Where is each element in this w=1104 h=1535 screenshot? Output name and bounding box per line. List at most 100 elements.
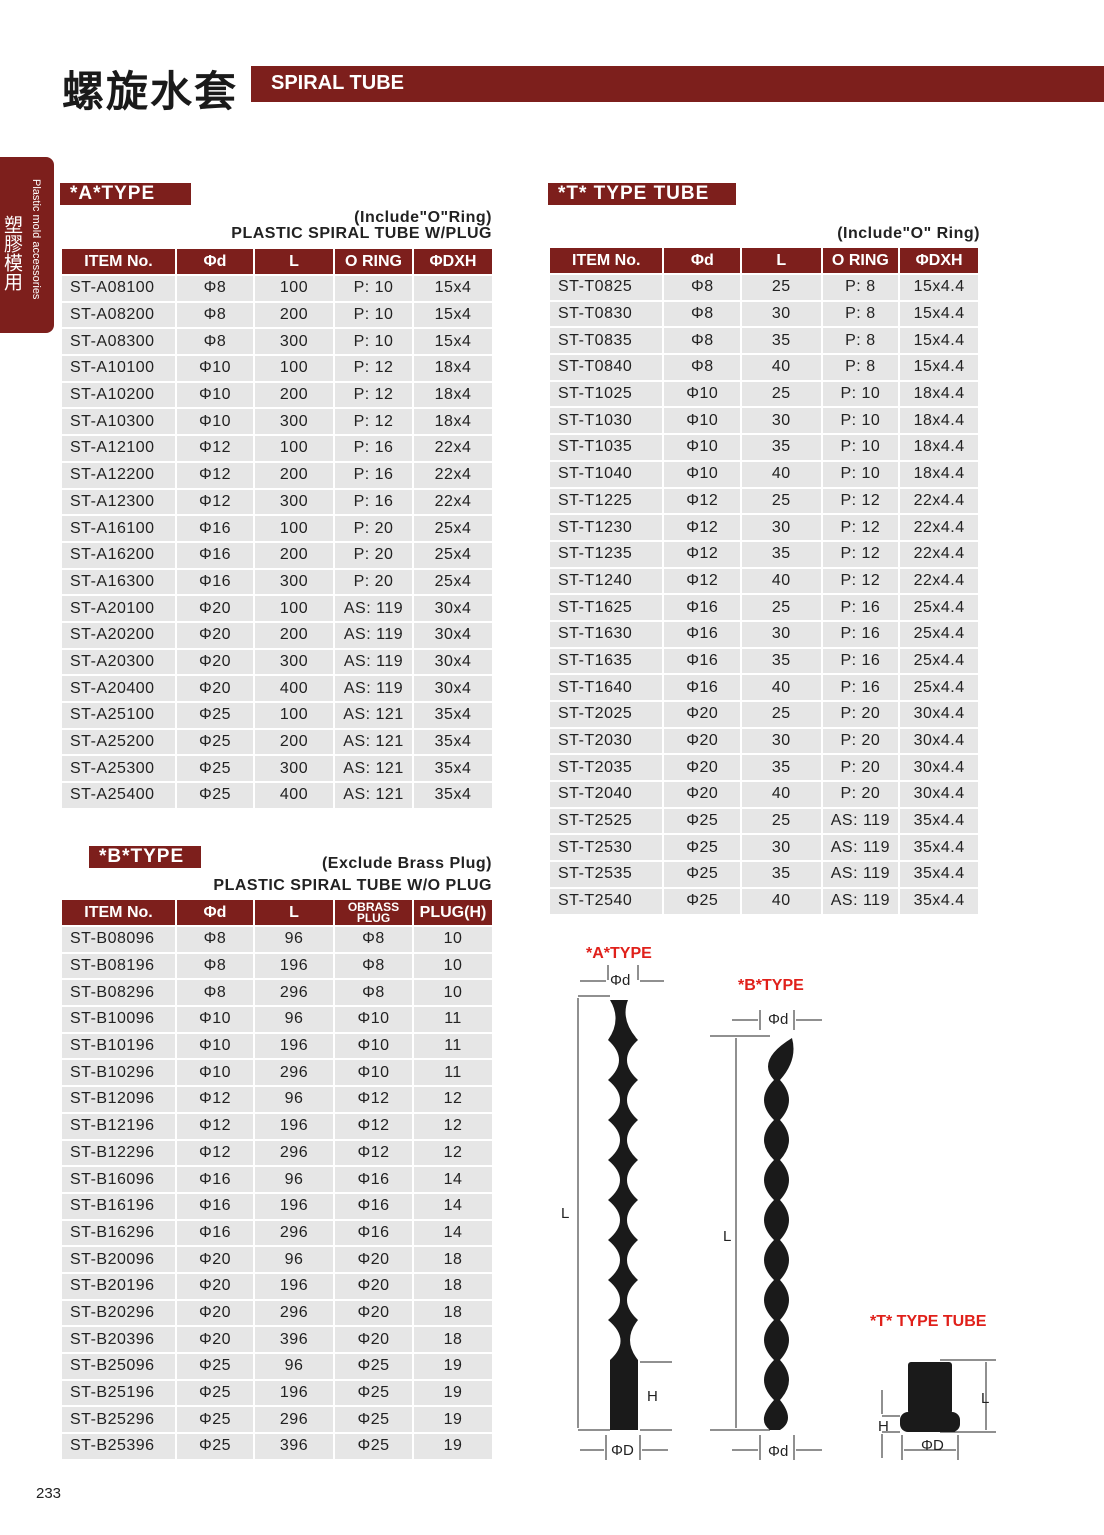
table-cell: 35x4.4: [898, 886, 980, 916]
table-cell: 30: [740, 513, 823, 542]
table-cell: Φ12: [333, 1111, 414, 1141]
table-row: ST-B08196 Φ8 196 Φ8 10: [60, 951, 494, 981]
table-row: ST-T2525 Φ25 25 AS: 119 35x4.4: [547, 806, 980, 836]
table-row: ST-T1040 Φ10 40 P: 10 18x4.4: [547, 459, 980, 489]
table-row: ST-A16300 Φ16 300 P: 20 25x4: [60, 567, 494, 597]
table-cell: 100: [253, 701, 335, 730]
table-cell: 18x4.4: [898, 379, 980, 409]
table-cell: Φ12: [662, 566, 743, 596]
table-cell: P: 20: [820, 700, 901, 729]
table-cell: ST-B10196: [60, 1031, 177, 1061]
table-cell: P: 12: [820, 539, 901, 569]
table-cell: P: 10: [333, 300, 414, 330]
table-cell: 96: [253, 1005, 335, 1034]
diagram-b-label: *B*TYPE: [738, 977, 804, 994]
table-cell: Φ25: [175, 781, 255, 810]
table-cell: 100: [253, 354, 335, 383]
table-cell: ST-T2025: [547, 700, 665, 729]
table-cell: P: 10: [333, 327, 414, 357]
table-row: ST-A25400 Φ25 400 AS: 121 35x4: [60, 781, 494, 810]
table-cell: Φ10: [662, 433, 743, 462]
table-cell: Φ20: [662, 753, 743, 783]
table-cell: 300: [253, 567, 335, 597]
table-cell: Φ25: [175, 727, 255, 757]
table-cell: Φ20: [175, 620, 255, 650]
table-cell: 10: [412, 925, 494, 954]
diagram-t-l-dim: L: [981, 1390, 990, 1407]
table-cell: 18x4.4: [898, 406, 980, 436]
table-cell: P: 20: [820, 780, 901, 809]
table-cell: ST-B10296: [60, 1058, 177, 1088]
table-cell: ST-T1230: [547, 513, 665, 542]
table-cell: 15x4: [412, 274, 494, 303]
table-cell: 35: [740, 860, 823, 889]
table-cell: Φ20: [175, 647, 255, 677]
table-cell: Φ10: [175, 354, 255, 383]
table-cell: 296: [253, 1058, 335, 1088]
table-cell: Φ16: [662, 646, 743, 676]
table-cell: 30x4: [412, 674, 494, 703]
table-cell: ST-T1030: [547, 406, 665, 436]
table-cell: Φ20: [662, 700, 743, 729]
table-cell: 25x4: [412, 540, 494, 570]
table-row: ST-B25296 Φ25 296 Φ25 19: [60, 1405, 494, 1435]
t-type-table: ITEM No. Φd L O RING ΦDXH ST-T0825 Φ8 25 P: 8 15x…: [547, 248, 980, 916]
table-row: ST-T0825 Φ8 25 P: 8 15x4.4: [547, 273, 980, 302]
table-cell: Φ8: [333, 978, 414, 1008]
table-row: ST-T1240 Φ12 40 P: 12 22x4.4: [547, 566, 980, 596]
table-row: ST-T1235 Φ12 35 P: 12 22x4.4: [547, 539, 980, 569]
table-cell: ST-B10096: [60, 1005, 177, 1034]
table-cell: Φ25: [175, 1352, 255, 1381]
table-cell: 22x4: [412, 460, 494, 490]
table-cell: 200: [253, 620, 335, 650]
table-row: ST-B16196 Φ16 196 Φ16 14: [60, 1191, 494, 1221]
table-cell: ST-T2535: [547, 860, 665, 889]
table-cell: ST-A20300: [60, 647, 177, 677]
table-cell: Φ8: [175, 925, 255, 954]
table-row: ST-A08300 Φ8 300 P: 10 15x4: [60, 327, 494, 357]
table-cell: 22x4: [412, 487, 494, 517]
table-cell: ST-A08300: [60, 327, 177, 357]
table-cell: 12: [412, 1138, 494, 1168]
table-cell: 25x4.4: [898, 619, 980, 649]
table-cell: P: 12: [820, 513, 901, 542]
table-row: ST-T2530 Φ25 30 AS: 119 35x4.4: [547, 833, 980, 863]
diagram-t-h-dim: H: [878, 1418, 889, 1435]
table-cell: 30: [740, 299, 823, 329]
b-type-note: (Exclude Brass Plug): [321, 855, 492, 872]
table-cell: 300: [253, 754, 335, 784]
table-cell: P: 12: [333, 407, 414, 437]
table-cell: ST-T1640: [547, 673, 665, 702]
table-cell: ST-B20096: [60, 1245, 177, 1274]
table-cell: Φ16: [175, 1165, 255, 1194]
table-cell: ST-A16300: [60, 567, 177, 597]
table-cell: Φ20: [333, 1271, 414, 1301]
table-row: ST-T1030 Φ10 30 P: 10 18x4.4: [547, 406, 980, 436]
table-row: ST-B20296 Φ20 296 Φ20 18: [60, 1298, 494, 1328]
table-cell: Φ16: [333, 1218, 414, 1248]
table-cell: 96: [253, 1085, 335, 1114]
table-cell: Φ16: [662, 673, 743, 702]
table-row: ST-B20396 Φ20 396 Φ20 18: [60, 1325, 494, 1354]
table-row: ST-A16200 Φ16 200 P: 20 25x4: [60, 540, 494, 570]
table-cell: 35x4: [412, 701, 494, 730]
table-cell: P: 8: [820, 299, 901, 329]
table-row: ST-T2025 Φ20 25 P: 20 30x4.4: [547, 700, 980, 729]
column-header: O RING: [333, 249, 414, 276]
table-cell: Φ12: [175, 1138, 255, 1168]
table-cell: Φ8: [662, 353, 743, 382]
table-cell: Φ10: [175, 1031, 255, 1061]
table-cell: ST-T1630: [547, 619, 665, 649]
table-cell: 100: [253, 514, 335, 543]
table-cell: P: 20: [333, 514, 414, 543]
table-cell: P: 12: [820, 566, 901, 596]
table-cell: P: 12: [333, 380, 414, 410]
table-cell: 25: [740, 379, 823, 409]
table-cell: 96: [253, 925, 335, 954]
table-cell: AS: 119: [333, 647, 414, 677]
table-cell: 196: [253, 1378, 335, 1408]
table-cell: 11: [412, 1005, 494, 1034]
table-cell: ST-B08096: [60, 925, 177, 954]
table-cell: Φ25: [333, 1432, 414, 1461]
table-cell: P: 16: [820, 646, 901, 676]
